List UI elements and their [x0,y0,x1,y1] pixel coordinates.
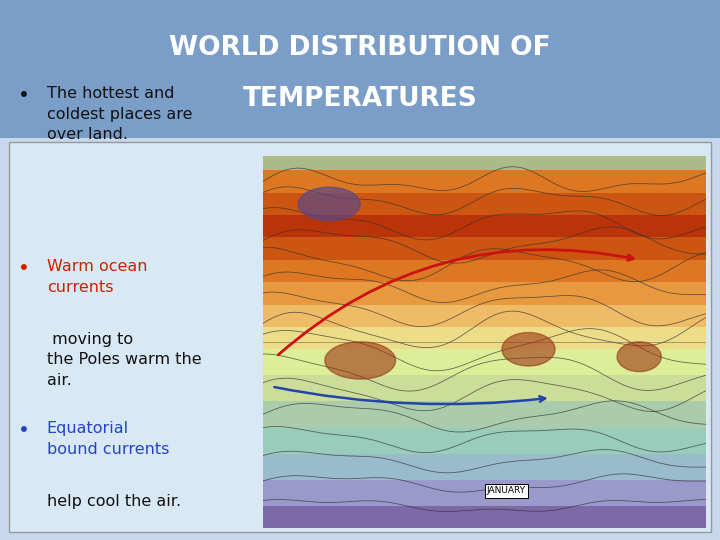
Polygon shape [325,342,396,379]
Text: TEMPERATURES: TEMPERATURES [243,86,477,112]
Bar [263,238,706,260]
Bar [263,156,706,171]
Bar [263,480,706,506]
FancyBboxPatch shape [9,142,711,532]
Text: Warm ocean
currents: Warm ocean currents [47,259,148,295]
Bar [263,428,706,454]
Polygon shape [298,187,360,221]
Text: JANUARY: JANUARY [487,487,526,495]
Bar [263,282,706,305]
Polygon shape [617,342,661,372]
Text: •: • [18,421,30,440]
Bar [263,305,706,327]
Bar [263,171,706,193]
Text: WORLD DISTRIBUTION OF: WORLD DISTRIBUTION OF [169,35,551,61]
Bar [263,349,706,375]
Bar [263,193,706,215]
Text: Equatorial
bound currents: Equatorial bound currents [47,421,169,457]
Bar [263,215,706,238]
Bar [263,401,706,428]
Bar [263,260,706,282]
Text: moving to
the Poles warm the
air.: moving to the Poles warm the air. [47,332,202,388]
FancyBboxPatch shape [0,0,720,138]
Bar [263,327,706,349]
Text: The hottest and
coldest places are
over land.: The hottest and coldest places are over … [47,86,192,142]
Bar [263,506,706,528]
Text: •: • [18,86,30,105]
Polygon shape [502,333,555,366]
Bar [263,375,706,401]
Bar [263,454,706,480]
Text: help cool the air.: help cool the air. [47,494,181,509]
Text: •: • [18,259,30,278]
